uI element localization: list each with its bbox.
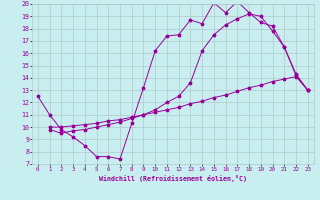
X-axis label: Windchill (Refroidissement éolien,°C): Windchill (Refroidissement éolien,°C) xyxy=(99,175,247,182)
